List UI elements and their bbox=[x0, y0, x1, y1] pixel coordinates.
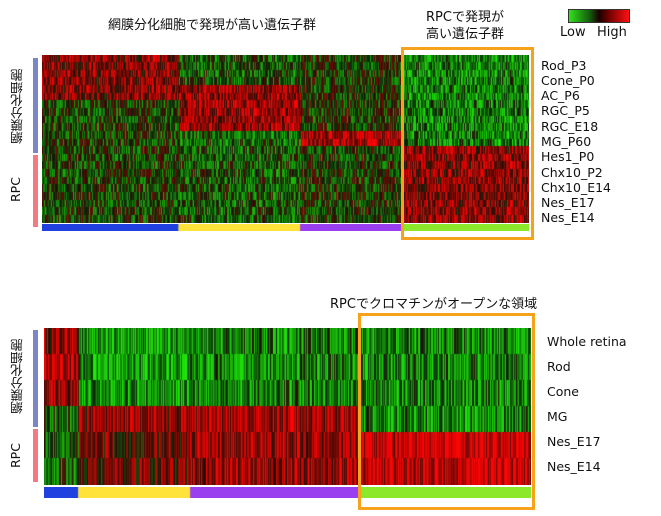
row-label: Hes1_P0 bbox=[541, 149, 595, 165]
top-highlight-title-line2: 高い遺伝子群 bbox=[426, 27, 505, 42]
row-label: Rod bbox=[547, 358, 571, 374]
color-scale-legend bbox=[568, 9, 630, 23]
differentiated-cells-label: 網膜分化細胞 bbox=[10, 69, 25, 145]
row-label: AC_P6 bbox=[541, 88, 580, 104]
row-label: Cone bbox=[547, 383, 579, 399]
bottom-cluster-bar bbox=[44, 487, 531, 498]
legend-high-label: High bbox=[597, 25, 627, 40]
row-label: MG_P60 bbox=[541, 134, 592, 149]
top-cluster-bar bbox=[42, 224, 529, 231]
row-label: Whole retina bbox=[547, 333, 627, 349]
differentiated-cells-bar bbox=[33, 58, 38, 153]
bottom-panel-title: RPCでクロマチンがオープンな領域 bbox=[330, 297, 538, 312]
row-label: RGC_P5 bbox=[541, 103, 590, 119]
row-label: Rod_P3 bbox=[541, 57, 587, 73]
top-highlight-title-line1: RPCで発現が bbox=[426, 10, 504, 25]
row-label: MG bbox=[547, 408, 568, 424]
row-label: Nes_E17 bbox=[547, 433, 601, 449]
legend-low-label: Low bbox=[560, 25, 586, 40]
rpc-label: RPC bbox=[8, 177, 23, 203]
top-highlight-box bbox=[401, 47, 534, 240]
bottom-rpc-bar bbox=[33, 429, 38, 482]
bottom-rpc-label: RPC bbox=[8, 443, 23, 469]
top-expression-heatmap bbox=[42, 55, 529, 223]
row-label: Chx10_P2 bbox=[541, 164, 603, 180]
top-panel-title: 網膜分化細胞で発現が高い遺伝子群 bbox=[108, 18, 317, 33]
row-label: RGC_E18 bbox=[541, 118, 599, 134]
row-label: Nes_E14 bbox=[541, 210, 595, 226]
bottom-highlight-box bbox=[358, 313, 535, 510]
bottom-differentiated-cells-label: 網膜分化細胞 bbox=[10, 339, 25, 415]
rpc-bar bbox=[33, 155, 38, 227]
bottom-differentiated-cells-bar bbox=[33, 330, 38, 427]
bottom-chromatin-heatmap bbox=[44, 328, 531, 485]
row-label: Nes_E14 bbox=[547, 458, 601, 474]
row-label: Chx10_E14 bbox=[541, 179, 612, 195]
row-label: Cone_P0 bbox=[541, 72, 595, 88]
row-label: Nes_E17 bbox=[541, 195, 595, 211]
